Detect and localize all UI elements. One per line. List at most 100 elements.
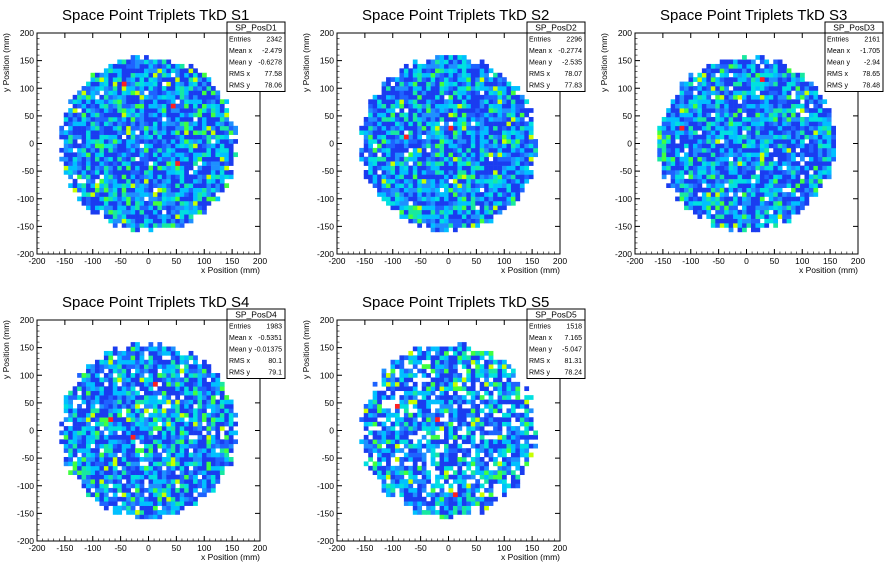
heatmap-bin <box>452 59 458 65</box>
heatmap-bin <box>63 112 69 118</box>
heatmap-bin <box>808 152 814 158</box>
heatmap-bin <box>121 465 127 471</box>
heatmap-bin <box>697 112 703 118</box>
heatmap-bin <box>764 90 770 96</box>
heatmap-bin <box>148 63 154 69</box>
heatmap-bin <box>515 161 521 166</box>
heatmap-bin <box>135 81 140 87</box>
heatmap-bin <box>701 86 707 91</box>
heatmap-bin <box>130 355 136 361</box>
heatmap-bin <box>470 81 476 87</box>
heatmap-bin <box>157 68 163 74</box>
heatmap-bin <box>768 156 774 162</box>
heatmap-bin <box>121 399 127 405</box>
heatmap-bin <box>148 81 154 87</box>
heatmap-bin <box>493 108 498 113</box>
heatmap-bin <box>197 103 203 109</box>
heatmap-bin <box>188 205 194 211</box>
heatmap-bin <box>470 139 476 144</box>
heatmap-bin <box>166 116 172 122</box>
heatmap-bin <box>701 200 707 206</box>
heatmap-bin <box>103 395 109 400</box>
heatmap-bin <box>759 152 765 158</box>
heatmap-bin <box>448 165 454 171</box>
heatmap-bin <box>800 183 805 188</box>
heatmap-bin <box>157 152 163 158</box>
heatmap-bin <box>157 452 163 458</box>
heatmap-bin <box>108 461 114 467</box>
heatmap-bin <box>795 99 801 105</box>
heatmap-bin <box>59 130 65 135</box>
heatmap-bin <box>166 218 172 224</box>
heatmap-bin <box>179 496 185 502</box>
heatmap-bin <box>130 214 136 219</box>
heatmap-bin <box>99 474 105 480</box>
heatmap-bin <box>175 156 181 162</box>
heatmap-bin <box>782 161 787 166</box>
heatmap-bin <box>417 108 423 113</box>
heatmap-bin <box>179 161 185 166</box>
heatmap-bin <box>510 187 516 193</box>
heatmap-bin <box>372 161 378 166</box>
heatmap-bin <box>108 165 114 171</box>
heatmap-bin <box>148 99 154 105</box>
heatmap-bin <box>206 152 212 158</box>
heatmap-bin <box>184 479 189 484</box>
heatmap-bin <box>439 112 445 118</box>
heatmap-bin <box>152 161 158 166</box>
heatmap-bin <box>148 139 154 144</box>
heatmap-bin <box>193 421 198 427</box>
heatmap-bin <box>188 417 194 422</box>
heatmap-bin <box>161 412 167 418</box>
heatmap-bin <box>826 147 832 153</box>
heatmap-bin <box>710 103 716 109</box>
heatmap-bin <box>755 68 761 74</box>
heatmap-bin <box>166 479 172 484</box>
heatmap-bin <box>670 99 676 105</box>
heatmap-bin <box>755 218 761 224</box>
heatmap-bin <box>126 368 131 374</box>
heatmap-bin <box>786 218 792 224</box>
heatmap-bin <box>742 94 747 100</box>
heatmap-bin <box>202 94 207 100</box>
heatmap-bin <box>157 116 163 122</box>
heatmap-bin <box>461 108 467 113</box>
heatmap-bin <box>68 457 73 462</box>
heatmap-bin <box>475 94 481 100</box>
heatmap-bin <box>215 143 221 149</box>
heatmap-bin <box>86 373 91 378</box>
heatmap-bin <box>715 81 721 87</box>
heatmap-bin <box>117 377 123 383</box>
heatmap-bin <box>59 134 65 140</box>
heatmap-bin <box>135 116 140 122</box>
heatmap-bin <box>148 183 154 188</box>
heatmap-bin <box>94 474 100 480</box>
heatmap-bin <box>759 196 765 202</box>
heatmap-bin <box>81 147 87 153</box>
heatmap-bin <box>444 218 449 224</box>
heatmap-bin <box>786 183 792 188</box>
heatmap-bin <box>417 192 423 197</box>
heatmap-bin <box>515 112 521 118</box>
heatmap-bin <box>72 94 78 100</box>
heatmap-bin <box>130 81 136 87</box>
heatmap-bin <box>68 125 73 131</box>
heatmap-bin <box>210 192 216 197</box>
heatmap-bin <box>117 77 123 82</box>
heatmap-bin <box>108 143 114 149</box>
heatmap-bin <box>175 452 181 458</box>
heatmap-bin <box>737 196 743 202</box>
heatmap-bin <box>439 227 445 233</box>
heatmap-bin <box>466 81 472 87</box>
heatmap-bin <box>175 130 181 135</box>
heatmap-bin <box>524 139 530 144</box>
heatmap-bin <box>135 125 140 131</box>
heatmap-bin <box>161 346 167 352</box>
heatmap-bin <box>399 72 405 78</box>
heatmap-bin <box>193 77 198 82</box>
heatmap-bin <box>746 214 752 219</box>
heatmap-bin <box>179 170 185 175</box>
heatmap-bin <box>439 200 445 206</box>
heatmap-bin <box>175 152 181 158</box>
heatmap-bin <box>90 130 96 135</box>
